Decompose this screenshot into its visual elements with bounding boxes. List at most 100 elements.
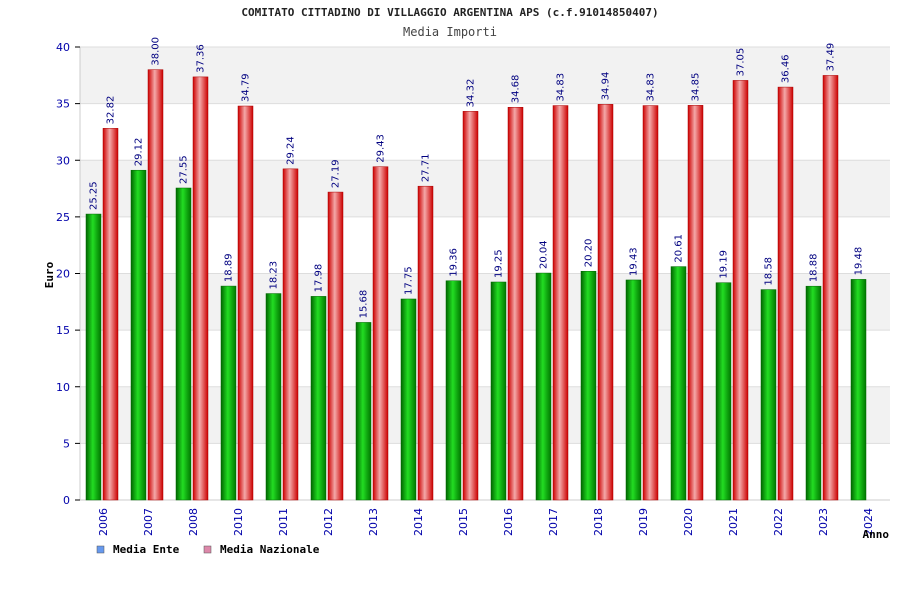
legend: Media Ente Media Nazionale — [96, 543, 320, 556]
data-label: 25.25 — [89, 181, 100, 210]
data-label: 32.82 — [106, 96, 117, 125]
x-tick-label: 2010 — [232, 508, 245, 536]
bar-media-nazionale — [687, 105, 704, 501]
x-ticks: 2006 2007 2008 2010 2011 2012 2013 2014 2015 2016… — [97, 508, 875, 536]
bar-media-nazionale — [282, 168, 299, 501]
x-tick-label: 2013 — [367, 508, 380, 536]
y-tick-label: 40 — [56, 41, 70, 54]
data-label: 19.43 — [629, 247, 640, 276]
bar-media-nazionale — [822, 75, 839, 501]
data-label: 19.25 — [494, 249, 505, 278]
bar-media-nazionale — [552, 105, 569, 501]
bar-media-ente — [850, 279, 867, 501]
data-label: 17.75 — [404, 266, 415, 295]
data-label: 17.98 — [314, 264, 325, 293]
bar-media-nazionale — [642, 105, 659, 501]
data-label: 29.12 — [134, 138, 145, 167]
data-label: 15.68 — [359, 290, 370, 319]
x-tick-label: 2022 — [772, 508, 785, 536]
bar-media-ente — [445, 280, 462, 501]
x-tick-label: 2018 — [592, 508, 605, 536]
legend-label: Media Nazionale — [220, 543, 320, 556]
data-label: 27.19 — [331, 159, 342, 188]
bar-media-ente — [310, 296, 327, 501]
bar-media-nazionale — [327, 191, 344, 501]
bar-media-nazionale — [237, 105, 254, 501]
data-label: 29.24 — [286, 136, 297, 165]
data-label: 38.00 — [151, 37, 162, 66]
data-label: 18.89 — [224, 253, 235, 282]
bar-media-nazionale — [147, 69, 164, 501]
x-tick-label: 2019 — [637, 508, 650, 536]
y-tick-label: 25 — [56, 211, 70, 224]
data-labels: 25.25 32.82 29.12 38.00 27.55 37.36 18.89 34.79… — [89, 37, 865, 318]
data-label: 34.32 — [466, 79, 477, 108]
bar-media-nazionale — [507, 106, 524, 501]
data-label: 18.58 — [764, 257, 775, 286]
data-label: 19.36 — [449, 248, 460, 277]
bar-media-ente — [355, 322, 372, 501]
x-tick-label: 2015 — [457, 508, 470, 536]
legend-swatch — [203, 545, 212, 554]
y-tick-label: 15 — [56, 324, 70, 337]
bar-media-ente — [625, 279, 642, 501]
bar-media-nazionale — [597, 104, 614, 501]
x-tick-label: 2016 — [502, 508, 515, 536]
data-label: 34.94 — [601, 72, 612, 101]
x-tick-label: 2023 — [817, 508, 830, 536]
bar-media-ente — [715, 282, 732, 501]
data-label: 20.61 — [674, 234, 685, 263]
bar-media-ente — [265, 293, 282, 501]
data-label: 29.43 — [376, 134, 387, 163]
grid-lines — [80, 46, 890, 501]
grid-band — [80, 273, 890, 331]
y-tick-label: 20 — [56, 268, 70, 281]
x-tick-label: 2017 — [547, 508, 560, 536]
x-tick-label: 2021 — [727, 508, 740, 536]
bar-media-ente — [805, 285, 822, 501]
grid-band — [80, 386, 890, 444]
bar-media-nazionale — [192, 76, 209, 501]
bar-media-nazionale — [732, 80, 749, 501]
data-label: 19.48 — [854, 247, 865, 276]
bar-media-ente — [670, 266, 687, 501]
bar-media-ente — [400, 298, 417, 501]
data-label: 34.68 — [511, 75, 522, 104]
data-label: 34.83 — [556, 73, 567, 102]
y-tick-label: 5 — [63, 437, 70, 450]
grid-band — [80, 160, 890, 217]
bar-media-nazionale — [417, 185, 434, 501]
y-axis-label: Euro — [43, 261, 56, 288]
x-tick-label: 2020 — [682, 508, 695, 536]
bar-media-nazionale — [777, 86, 794, 501]
data-label: 34.85 — [691, 73, 702, 102]
y-tick-label: 0 — [63, 494, 70, 507]
bar-media-ente — [175, 187, 192, 501]
y-tick-label: 30 — [56, 154, 70, 167]
data-label: 37.36 — [196, 44, 207, 73]
y-tick-label: 35 — [56, 98, 70, 111]
chart-title: COMITATO CITTADINO DI VILLAGGIO ARGENTIN… — [241, 6, 659, 19]
x-tick-label: 2014 — [412, 508, 425, 536]
legend-swatch — [96, 545, 105, 554]
y-tick-label: 10 — [56, 381, 70, 394]
bar-media-ente — [580, 270, 597, 501]
plot-background — [80, 47, 890, 500]
bar-media-ente — [760, 289, 777, 501]
bar-media-ente — [220, 285, 237, 501]
legend-label: Media Ente — [113, 543, 180, 556]
data-label: 37.05 — [736, 48, 747, 77]
x-tick-label: 2011 — [277, 508, 290, 536]
chart-subtitle: Media Importi — [403, 25, 497, 39]
data-label: 27.71 — [421, 154, 432, 183]
x-tick-label: 2024 — [862, 508, 875, 536]
bar-media-nazionale — [372, 166, 389, 501]
bars — [85, 69, 867, 501]
y-ticks: 0 5 10 15 20 25 30 35 40 — [56, 41, 80, 507]
data-label: 27.55 — [179, 155, 190, 184]
bar-media-ente — [490, 281, 507, 501]
bar-media-nazionale — [102, 128, 119, 501]
data-label: 34.79 — [241, 73, 252, 102]
